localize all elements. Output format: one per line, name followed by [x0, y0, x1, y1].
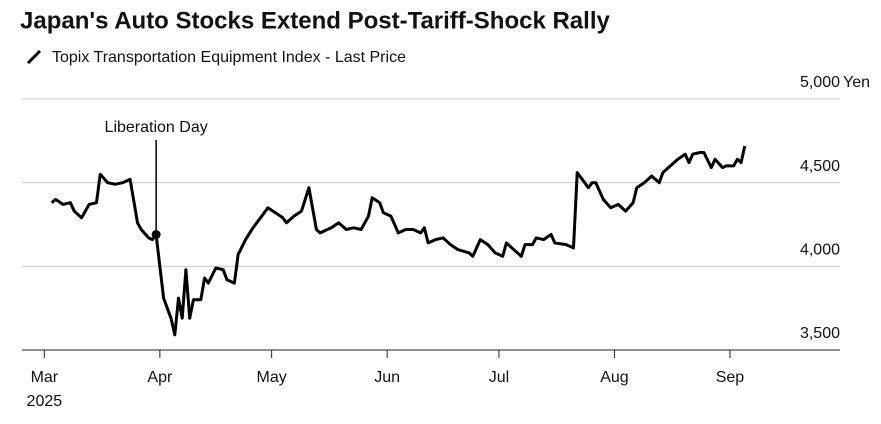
x-tick-label: Jun: [374, 369, 400, 386]
x-tick-label: Mar: [31, 369, 59, 386]
y-tick-label: 4,000: [800, 242, 840, 259]
chart-title: Japan's Auto Stocks Extend Post-Tariff-S…: [20, 7, 610, 34]
y-tick-label: 5,000: [800, 74, 840, 91]
x-tick-label: Apr: [147, 369, 173, 386]
x-tick-label: Aug: [600, 369, 628, 386]
legend-label: Topix Transportation Equipment Index - L…: [52, 49, 406, 66]
y-tick-label: 3,500: [800, 325, 840, 342]
y-unit: Yen: [843, 74, 870, 91]
line-series: [50, 145, 747, 337]
x-tick-label: Sep: [716, 369, 745, 386]
x-tick-label: May: [257, 369, 287, 386]
y-tick-label: 4,500: [800, 158, 840, 175]
legend-swatch: [26, 49, 42, 65]
annotation-dot: [151, 230, 161, 240]
annotation-label: Liberation Day: [105, 119, 208, 136]
x-year-label: 2025: [27, 393, 63, 410]
x-tick-label: Jul: [489, 369, 509, 386]
